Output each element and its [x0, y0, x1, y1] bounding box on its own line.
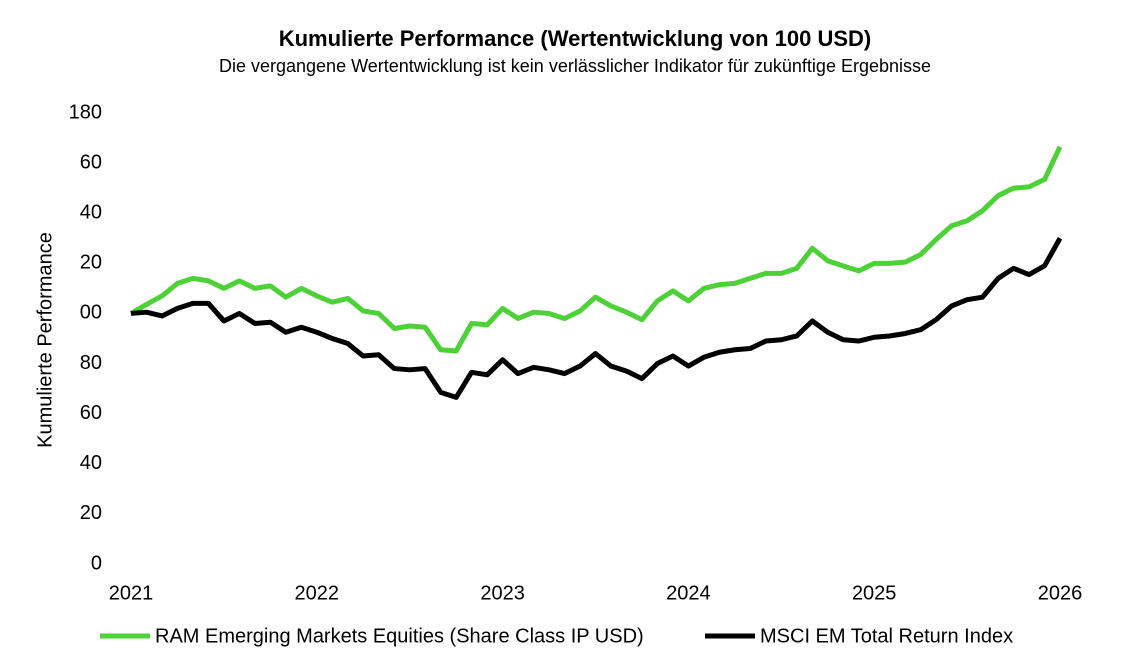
x-tick-label: 2025 — [852, 582, 897, 604]
x-tick-label: 2023 — [480, 582, 525, 604]
y-tick-label: 60 — [80, 402, 102, 424]
y-tick-label: 40 — [80, 452, 102, 474]
x-tick-label: 2021 — [109, 582, 154, 604]
legend-label: RAM Emerging Markets Equities (Share Cla… — [155, 625, 644, 647]
chart-title: Kumulierte Performance (Wertentwicklung … — [278, 26, 872, 51]
chart-subtitle: Die vergangene Wertentwicklung ist kein … — [218, 56, 932, 76]
y-tick-label: 20 — [80, 252, 102, 274]
x-tick-label: 2026 — [1038, 582, 1083, 604]
series-line — [129, 145, 1063, 354]
legend-label: MSCI EM Total Return Index — [760, 625, 1013, 647]
y-tick-label: 20 — [80, 502, 102, 524]
y-tick-label: 80 — [80, 352, 102, 374]
series-line — [130, 237, 1063, 400]
x-tick-label: 2024 — [666, 582, 711, 604]
x-tick-label: 2022 — [295, 582, 340, 604]
y-tick-label: 180 — [69, 101, 102, 123]
y-tick-label: 0 — [91, 552, 102, 574]
y-tick-label: 00 — [80, 302, 102, 324]
y-axis-label: Kumulierte Performance — [34, 232, 56, 448]
y-tick-label: 40 — [80, 202, 102, 224]
y-tick-label: 60 — [80, 151, 102, 173]
